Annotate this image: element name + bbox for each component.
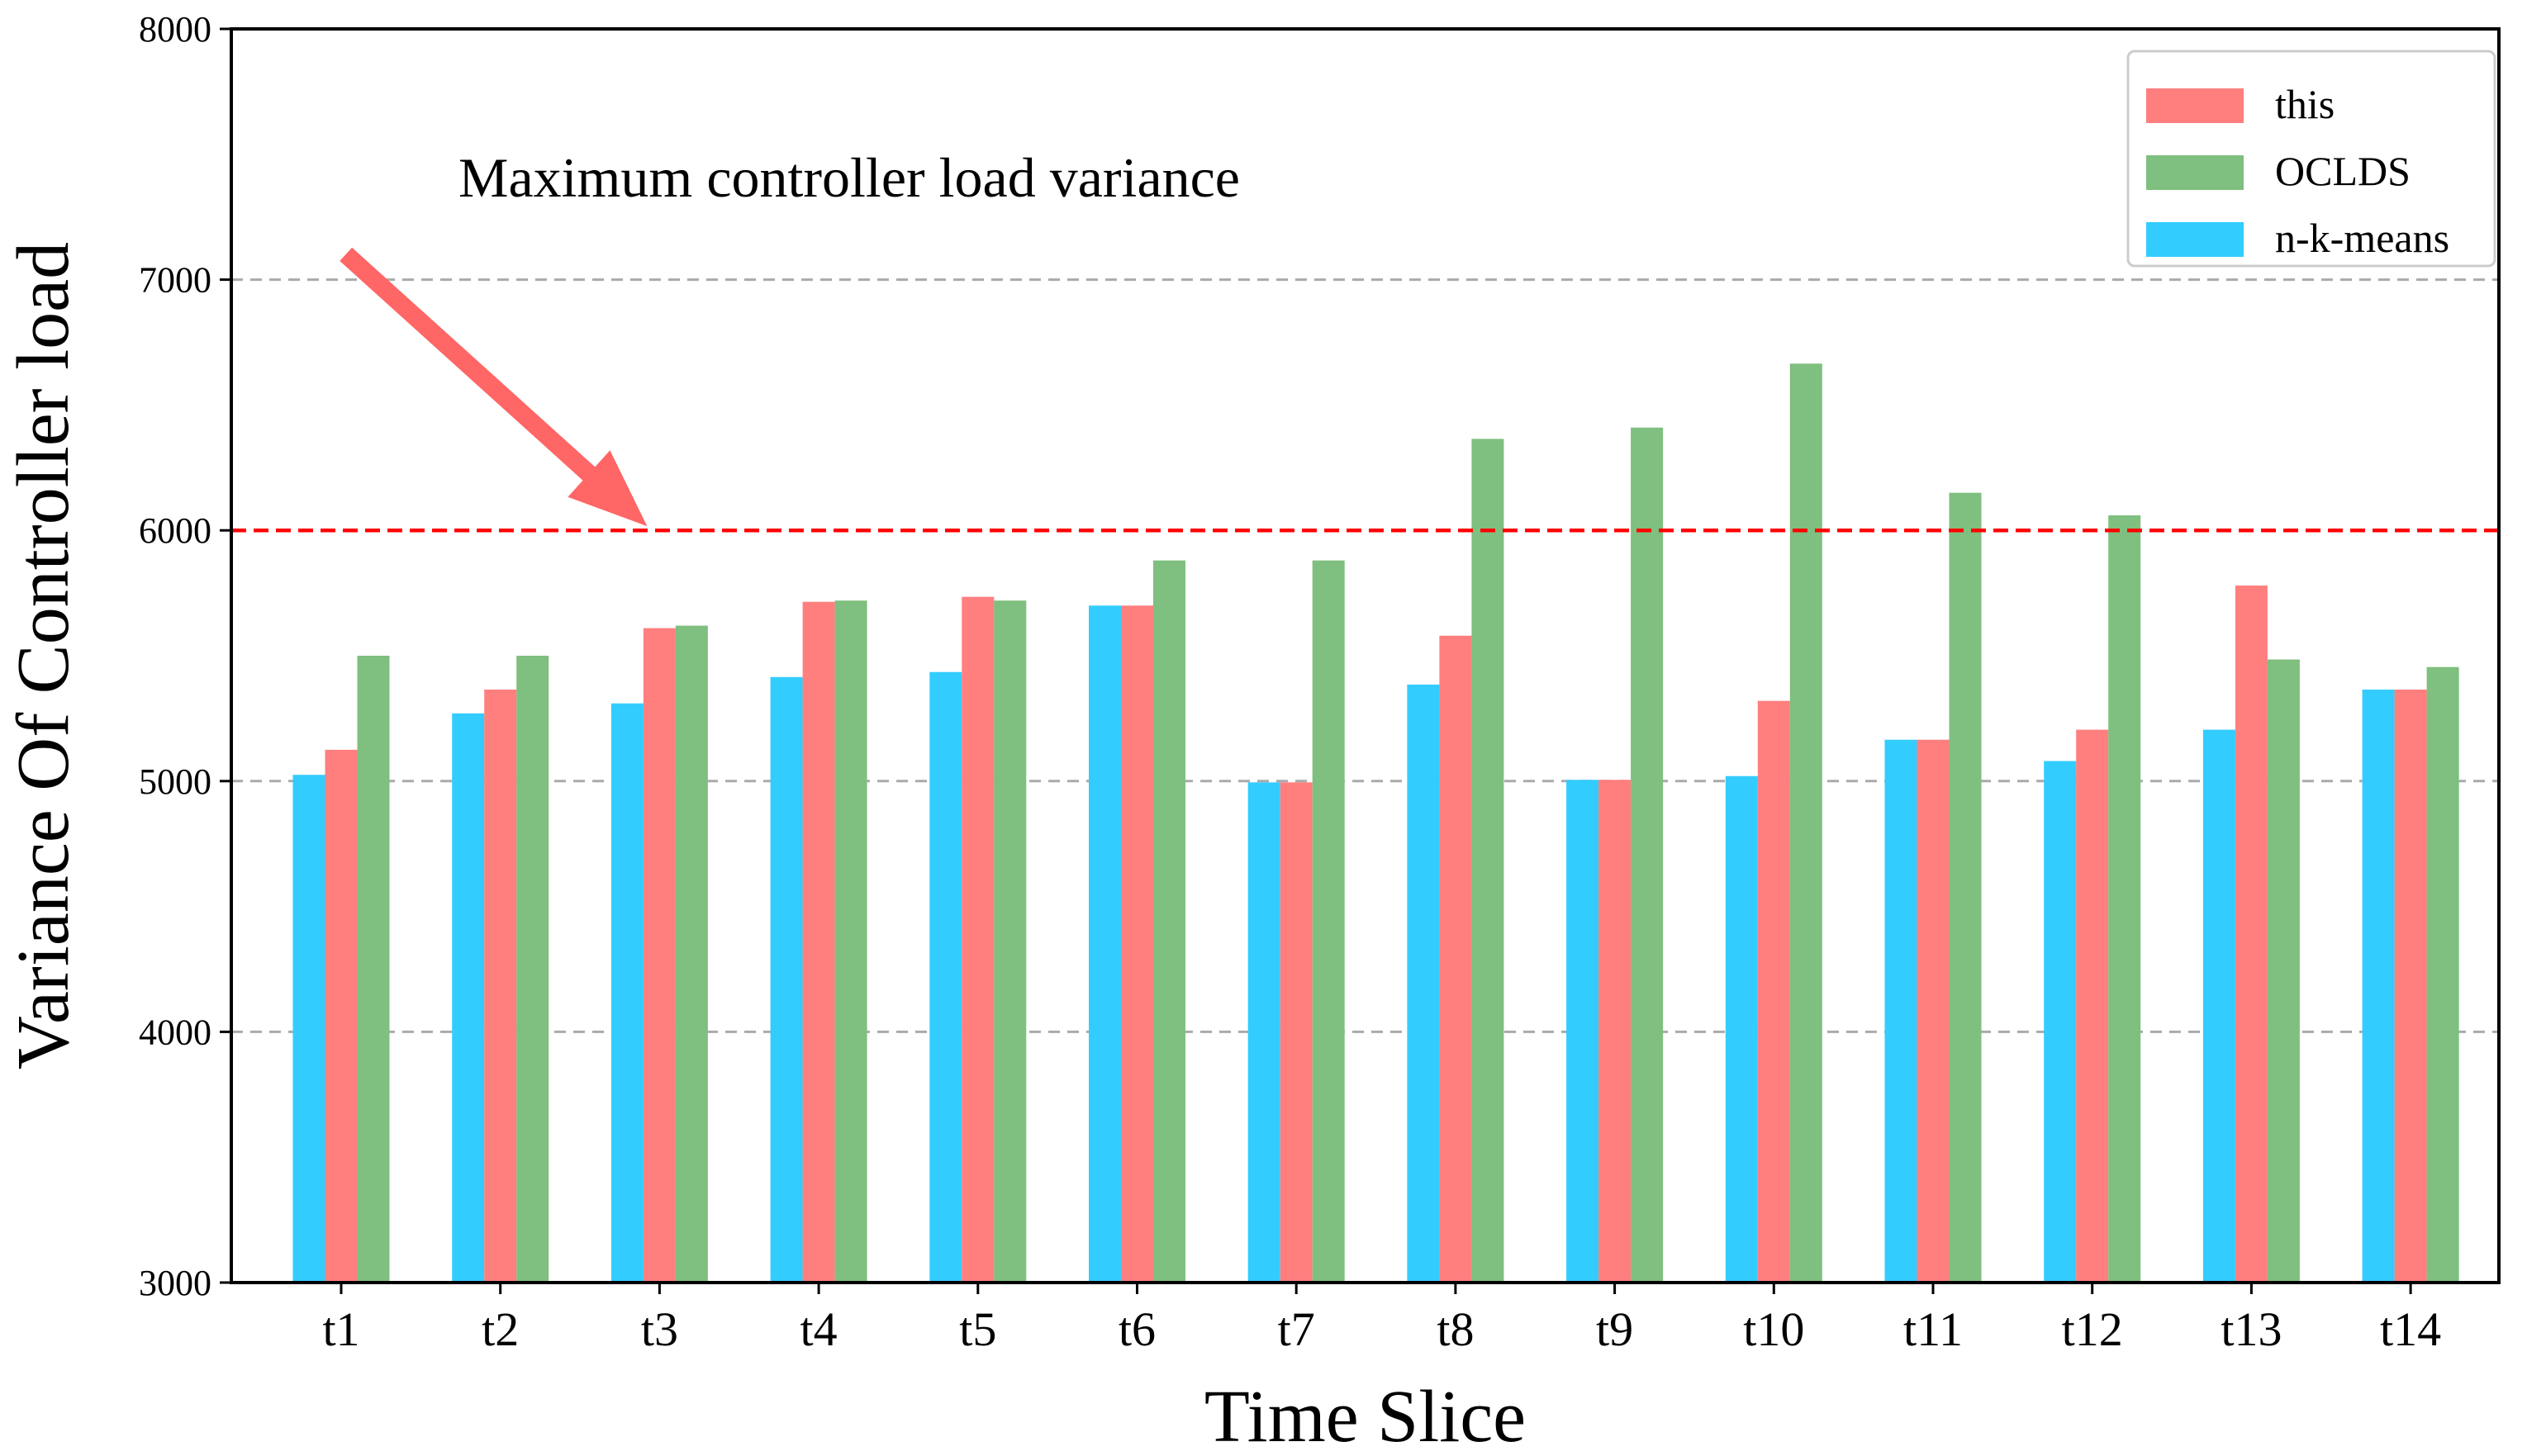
legend-label-this: this xyxy=(2275,81,2335,127)
bar-this-t14 xyxy=(2394,689,2427,1283)
bar-n-k-means-t3 xyxy=(610,703,644,1283)
bar-this-t11 xyxy=(1917,739,1950,1283)
legend: this OCLDS n-k-means xyxy=(2126,50,2496,268)
bar-this-t5 xyxy=(962,596,995,1283)
y-tick-label: 7000 xyxy=(139,260,211,301)
axes-layer: 3000 4000 5000 6000 7000 8000 t1 t2 t3 t4 t5 t6 t7 t8… xyxy=(139,9,2501,1356)
bar-n-k-means-t10 xyxy=(1725,775,1758,1283)
legend-label-n-k-means: n-k-means xyxy=(2275,215,2449,261)
bar-OCLDS-t12 xyxy=(2108,515,2141,1283)
x-tick-label: t8 xyxy=(1437,1302,1474,1356)
bar-this-t9 xyxy=(1598,780,1632,1283)
legend-swatch-n-k-means xyxy=(2146,222,2244,257)
bar-this-t8 xyxy=(1439,635,1472,1283)
x-tick-label: t13 xyxy=(2221,1302,2282,1356)
bars-layer xyxy=(292,363,2459,1283)
bar-n-k-means-t11 xyxy=(1884,739,1917,1283)
x-tick-label: t10 xyxy=(1743,1302,1804,1356)
x-tick-label: t4 xyxy=(800,1302,838,1356)
x-tick-label: t11 xyxy=(1903,1302,1963,1356)
x-tick-label: t9 xyxy=(1596,1302,1633,1356)
bar-this-t1 xyxy=(325,749,358,1283)
bar-this-t7 xyxy=(1280,782,1313,1283)
y-tick-label: 8000 xyxy=(139,9,211,50)
legend-swatch-OCLDS xyxy=(2146,155,2244,190)
x-tick-label: t6 xyxy=(1119,1302,1156,1356)
plot-frame xyxy=(230,27,2501,1284)
y-tick-label: 6000 xyxy=(139,510,211,551)
bar-n-k-means-t14 xyxy=(2362,689,2395,1283)
y-tick-label: 5000 xyxy=(139,761,211,802)
bar-this-t13 xyxy=(2235,585,2268,1283)
bar-this-t10 xyxy=(1757,700,1790,1283)
legend-swatch-this xyxy=(2146,88,2244,123)
bar-n-k-means-t8 xyxy=(1407,684,1440,1283)
bar-n-k-means-t1 xyxy=(292,775,325,1283)
x-axis-title: Time Slice xyxy=(1204,1376,1526,1456)
bar-OCLDS-t5 xyxy=(994,600,1027,1283)
x-tick-label: t14 xyxy=(2380,1302,2441,1356)
grid-layer xyxy=(231,278,2499,1033)
bar-OCLDS-t8 xyxy=(1471,439,1504,1283)
bar-OCLDS-t11 xyxy=(1949,492,1982,1283)
bar-OCLDS-t13 xyxy=(2267,659,2300,1283)
annotation-text: Maximum controller load variance xyxy=(458,146,1240,209)
annotation-layer: Maximum controller load variance xyxy=(340,146,1240,527)
bar-OCLDS-t9 xyxy=(1631,427,1664,1283)
bar-OCLDS-t3 xyxy=(675,625,708,1283)
bar-n-k-means-t12 xyxy=(2044,761,2077,1283)
bar-n-k-means-t5 xyxy=(929,671,962,1283)
x-tick-label: t3 xyxy=(641,1302,678,1356)
bar-n-k-means-t7 xyxy=(1247,782,1280,1283)
bar-this-t2 xyxy=(484,689,517,1283)
bar-n-k-means-t2 xyxy=(452,713,485,1283)
legend-label-OCLDS: OCLDS xyxy=(2275,148,2411,194)
bar-this-t12 xyxy=(2076,729,2109,1283)
x-tick-label: t7 xyxy=(1278,1302,1315,1356)
bar-OCLDS-t4 xyxy=(834,600,867,1283)
bar-n-k-means-t13 xyxy=(2202,729,2235,1283)
x-tick-label: t12 xyxy=(2062,1302,2123,1356)
y-tick-label: 4000 xyxy=(139,1012,211,1052)
bar-this-t3 xyxy=(643,628,676,1283)
y-tick-label: 3000 xyxy=(139,1263,211,1303)
bar-OCLDS-t6 xyxy=(1153,560,1185,1283)
bar-n-k-means-t6 xyxy=(1089,605,1121,1283)
bar-OCLDS-t14 xyxy=(2426,666,2459,1283)
annotation-arrow xyxy=(340,247,648,527)
bar-OCLDS-t2 xyxy=(516,656,549,1283)
bar-n-k-means-t4 xyxy=(770,676,803,1283)
bar-OCLDS-t1 xyxy=(357,656,390,1283)
x-tick-label: t5 xyxy=(959,1302,996,1356)
bar-OCLDS-t10 xyxy=(1789,363,1822,1283)
bar-this-t4 xyxy=(802,601,835,1283)
bar-n-k-means-t9 xyxy=(1566,780,1599,1283)
y-axis-title: Variance Of Controller load xyxy=(2,242,84,1069)
bar-this-t6 xyxy=(1121,605,1153,1283)
x-tick-label: t1 xyxy=(322,1302,359,1356)
bar-OCLDS-t7 xyxy=(1312,560,1345,1283)
x-tick-label: t2 xyxy=(482,1302,519,1356)
